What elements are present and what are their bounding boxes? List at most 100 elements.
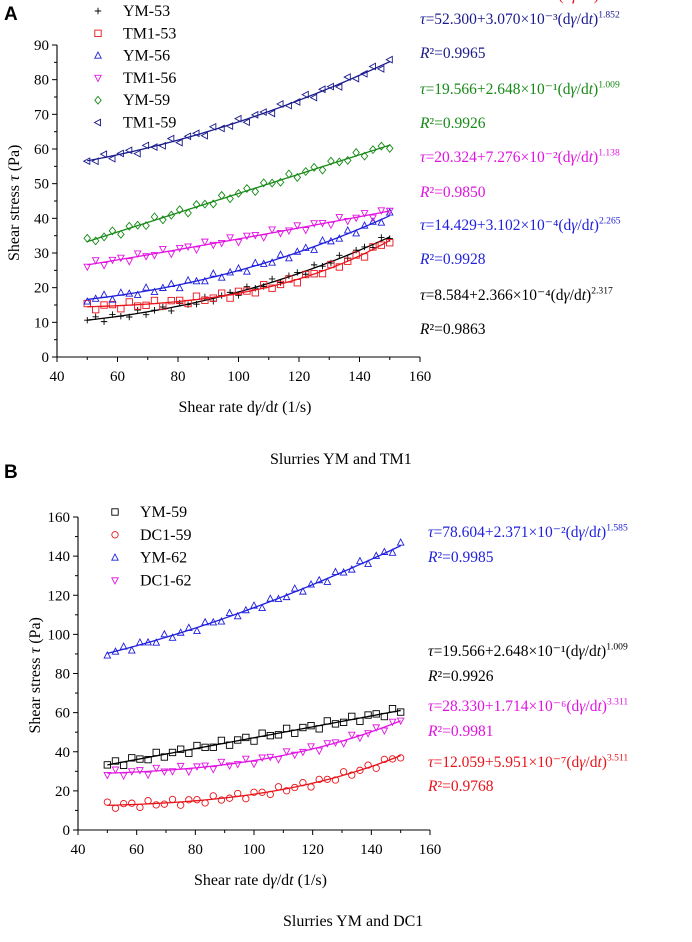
data-point [242, 118, 250, 127]
y-tick-label: 80 [34, 73, 49, 89]
data-point [175, 138, 183, 147]
data-point [291, 729, 299, 737]
data-point [242, 733, 250, 742]
data-point [116, 288, 125, 296]
series-tm1-59: TM1-59 [82, 55, 393, 166]
data-point [276, 177, 285, 187]
fit-equation-tm1-59: τ=52.300+3.070×10⁻³(dγ/dt)1.852 [420, 9, 620, 28]
data-point [184, 208, 192, 218]
legend-marker [111, 577, 119, 585]
data-point [125, 221, 134, 231]
data-point [116, 149, 124, 158]
data-point [344, 257, 352, 265]
data-point [294, 269, 301, 276]
data-point [127, 645, 136, 654]
data-point [347, 731, 356, 740]
data-point [184, 623, 193, 631]
data-point [372, 710, 380, 718]
fit-curve-dc1-62 [107, 720, 401, 774]
data-point [335, 234, 344, 242]
data-point [209, 269, 218, 277]
fit-equation-tm1-53: τ=14.185+1.168×10⁻⁷(dγ/dt)3.778 [420, 0, 621, 4]
equation-annotations: τ=52.300+3.070×10⁻³(dγ/dt)1.852 R²=0.9965… [419, 0, 621, 338]
data-point [100, 232, 108, 242]
data-point [364, 761, 372, 769]
data-point [107, 154, 116, 163]
data-point [168, 795, 177, 804]
data-point [234, 263, 243, 272]
data-point [290, 751, 299, 760]
y-tick-label: 20 [34, 281, 49, 297]
data-point [307, 783, 315, 791]
data-point [234, 239, 243, 247]
data-point [396, 538, 405, 546]
y-axis-label: Shear stress τ (Pa) [27, 617, 44, 733]
data-point [307, 722, 315, 730]
data-point [225, 741, 234, 749]
data-point [201, 762, 210, 771]
data-point [378, 234, 385, 241]
data-point [144, 771, 153, 780]
data-point [292, 98, 301, 106]
data-point [168, 768, 177, 776]
y-tick-label: 120 [48, 588, 71, 604]
data-point [351, 74, 360, 83]
data-point [339, 768, 348, 776]
data-point [184, 275, 193, 284]
data-point [259, 234, 268, 242]
data-point [318, 165, 327, 175]
data-point [251, 187, 260, 197]
data-point [343, 225, 352, 234]
data-point [293, 247, 302, 255]
data-point [152, 748, 160, 757]
data-point [158, 245, 167, 254]
data-point [274, 756, 283, 764]
data-point [183, 132, 192, 141]
data-point [176, 296, 184, 305]
data-point [241, 755, 250, 764]
chart-panel-b: B 40 60 80 100 120 140 160 0 20 40 60 80 100 120 140 160… [4, 462, 628, 930]
y-tick-label: 140 [48, 549, 71, 565]
data-point [364, 559, 373, 567]
data-point [242, 267, 251, 275]
data-point [152, 801, 160, 809]
data-point [142, 253, 151, 261]
data-point [177, 801, 185, 809]
data-point [193, 301, 200, 308]
y-tick-label: 60 [55, 706, 70, 722]
fit-curve-ym-53 [87, 236, 391, 321]
data-point [352, 246, 360, 254]
data-point [226, 194, 234, 204]
legend-label: TM1-56 [123, 70, 176, 87]
data-point [331, 739, 340, 747]
data-point [127, 768, 136, 776]
data-point [217, 736, 226, 745]
data-point [108, 300, 117, 309]
data-point [310, 162, 318, 172]
data-point [103, 798, 111, 806]
data-point [339, 740, 348, 748]
data-point [284, 227, 293, 236]
data-point [397, 754, 405, 762]
data-point [167, 210, 176, 220]
data-point [217, 617, 226, 625]
data-point [184, 768, 193, 777]
data-point [91, 257, 100, 265]
data-point [360, 253, 369, 261]
data-point [209, 294, 217, 302]
x-tick-label: 140 [360, 842, 383, 858]
data-point [167, 279, 176, 288]
data-point [100, 318, 108, 325]
fit-curve-tm1-53 [87, 239, 391, 308]
data-point [91, 294, 100, 302]
data-point [388, 548, 397, 556]
data-point [201, 617, 210, 626]
data-point [201, 743, 209, 752]
data-point [151, 307, 158, 314]
data-point [150, 212, 159, 222]
y-tick-label: 40 [55, 745, 70, 761]
data-point [233, 611, 242, 620]
data-point [241, 605, 250, 614]
data-point [234, 287, 243, 296]
y-tick-label: 90 [34, 38, 49, 54]
